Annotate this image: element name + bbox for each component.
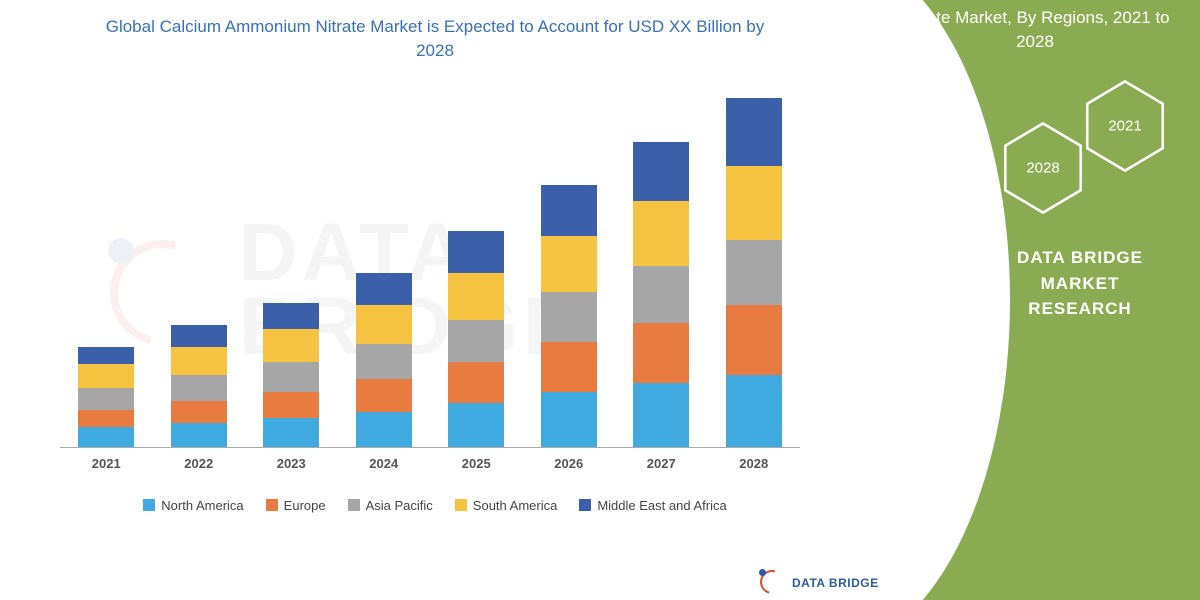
bar-segment: [448, 403, 504, 447]
bar-segment: [171, 325, 227, 347]
bar-segment: [448, 231, 504, 272]
bar-segment: [171, 375, 227, 401]
bar-segment: [171, 347, 227, 375]
bar-segment: [356, 412, 412, 447]
bar-segment: [78, 388, 134, 410]
bar-segment: [541, 392, 597, 446]
footer-logo-icon: [760, 570, 786, 596]
x-axis: 2021 2022 2023 2024 2025 2026 2027 2028: [60, 456, 800, 471]
bar-segment: [78, 364, 134, 388]
legend-swatch: [143, 499, 155, 511]
x-axis-label: 2024: [356, 456, 412, 471]
legend-item: Europe: [266, 498, 326, 513]
chart-panel: Global Calcium Ammonium Nitrate Market i…: [0, 0, 830, 600]
hex-label: 2021: [1108, 118, 1141, 135]
legend-swatch: [579, 499, 591, 511]
hex-badge-2021: 2021: [1082, 78, 1168, 174]
legend-label: South America: [473, 498, 558, 513]
bar-segment: [726, 375, 782, 447]
bar-column: [263, 303, 319, 447]
bar-column: [726, 98, 782, 446]
brand-line2: RESEARCH: [1028, 299, 1131, 318]
legend-item: Asia Pacific: [348, 498, 433, 513]
legend-swatch: [455, 499, 467, 511]
chart-area: 2021 2022 2023 2024 2025 2026 2027 2028: [60, 78, 800, 478]
x-axis-label: 2027: [633, 456, 689, 471]
bar-segment: [263, 392, 319, 418]
legend-label: Europe: [284, 498, 326, 513]
bar-segment: [448, 320, 504, 361]
bar-segment: [448, 362, 504, 403]
brand-text: DATA BRIDGE MARKET RESEARCH: [980, 245, 1180, 322]
bar-segment: [633, 383, 689, 446]
footer-logo: DATA BRIDGE: [760, 570, 879, 596]
legend: North America Europe Asia Pacific South Ame…: [60, 498, 810, 513]
legend-label: Middle East and Africa: [597, 498, 726, 513]
hex-badge-2028: 2028: [1000, 120, 1086, 216]
bar-segment: [541, 292, 597, 342]
bar-segment: [541, 185, 597, 235]
bar-column: [356, 273, 412, 447]
legend-swatch: [348, 499, 360, 511]
bar-column: [541, 185, 597, 446]
bar-segment: [263, 362, 319, 392]
brand-line1: DATA BRIDGE MARKET: [1017, 248, 1143, 293]
footer-brand: DATA BRIDGE: [792, 576, 879, 590]
legend-swatch: [266, 499, 278, 511]
right-panel-title: Nitrate Market, By Regions, 2021 to 2028: [890, 6, 1180, 54]
legend-item: South America: [455, 498, 558, 513]
bar-segment: [541, 342, 597, 392]
bar-column: [633, 142, 689, 447]
bar-segment: [541, 236, 597, 293]
legend-label: North America: [161, 498, 243, 513]
bar-column: [448, 231, 504, 446]
bar-segment: [263, 418, 319, 446]
legend-item: North America: [143, 498, 243, 513]
x-axis-label: 2022: [171, 456, 227, 471]
bar-segment: [356, 305, 412, 344]
bars-container: [60, 78, 800, 448]
bar-segment: [263, 329, 319, 362]
bar-segment: [633, 266, 689, 323]
hex-label: 2028: [1026, 160, 1059, 177]
bar-segment: [726, 305, 782, 375]
legend-label: Asia Pacific: [366, 498, 433, 513]
bar-segment: [356, 344, 412, 379]
bar-segment: [78, 347, 134, 364]
x-axis-label: 2021: [78, 456, 134, 471]
right-panel: Nitrate Market, By Regions, 2021 to 2028…: [830, 0, 1200, 600]
bar-segment: [78, 410, 134, 427]
x-axis-label: 2026: [541, 456, 597, 471]
bar-segment: [263, 303, 319, 329]
bar-segment: [78, 427, 134, 447]
bar-segment: [356, 379, 412, 412]
x-axis-label: 2025: [448, 456, 504, 471]
bar-segment: [633, 323, 689, 384]
bar-segment: [356, 273, 412, 306]
bar-segment: [726, 240, 782, 305]
legend-item: Middle East and Africa: [579, 498, 726, 513]
bar-segment: [726, 98, 782, 165]
x-axis-label: 2028: [726, 456, 782, 471]
bar-segment: [726, 166, 782, 240]
chart-title: Global Calcium Ammonium Nitrate Market i…: [60, 15, 810, 63]
bar-column: [171, 325, 227, 447]
bar-segment: [448, 273, 504, 321]
x-axis-label: 2023: [263, 456, 319, 471]
bar-segment: [171, 423, 227, 447]
bar-segment: [633, 142, 689, 201]
bar-segment: [171, 401, 227, 423]
bar-segment: [633, 201, 689, 266]
bar-column: [78, 347, 134, 447]
